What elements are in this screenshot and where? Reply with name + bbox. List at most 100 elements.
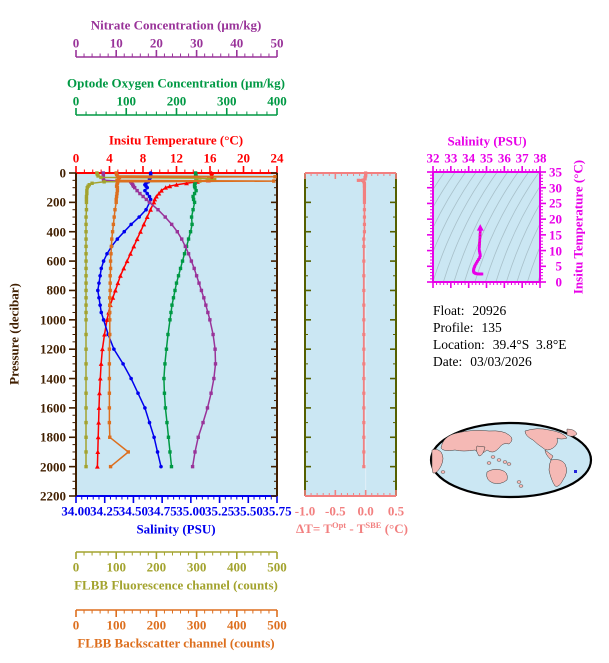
tick-label: 37 — [515, 150, 529, 166]
tick-label: 100 — [106, 617, 126, 633]
tick-label: 34.00 — [61, 503, 91, 519]
tick-label: 24 — [270, 150, 284, 166]
tick-label: 200 — [166, 93, 187, 109]
oxygen-axis — [75, 108, 278, 116]
tick-label: 35 — [549, 164, 562, 180]
tick-label: 400 — [267, 93, 287, 109]
tick-label: 0 — [555, 274, 563, 290]
tick-label: 30 — [190, 35, 204, 51]
fluorescence-axis — [75, 551, 278, 559]
delta-t-sup-sbe: SBE — [365, 519, 382, 530]
tick-label: 0 — [72, 93, 80, 109]
island — [502, 460, 508, 464]
date-value: 03/03/2026 — [470, 354, 532, 369]
delta-t-series — [356, 171, 368, 469]
tick-label: 500 — [267, 617, 287, 633]
nitrate-profile — [101, 171, 218, 469]
delta-t-axis — [304, 172, 397, 497]
tick-label: 12 — [170, 150, 183, 166]
tick-label: 8 — [139, 150, 147, 166]
delta-t-axis-title: ΔT= TOpt - TSBE (°C) — [296, 519, 408, 537]
tick-label: 16 — [203, 150, 217, 166]
salinity-axis — [75, 495, 278, 503]
location-value: 39.4°S 3.8°E — [492, 337, 567, 352]
tick-label: 1000 — [40, 312, 66, 328]
tick-label: 32 — [426, 150, 440, 166]
tick-label: 400 — [46, 224, 67, 240]
backscatter-axis — [75, 609, 278, 617]
delta-t-pressure-borders — [304, 172, 397, 497]
tick-label: 1400 — [40, 371, 66, 387]
pressure-axis-title: Pressure (decibar) — [6, 283, 22, 385]
profile-value: 135 — [481, 320, 502, 335]
island — [490, 455, 496, 459]
island — [516, 480, 522, 484]
tick-label: 20 — [237, 150, 250, 166]
tick-label: 4 — [106, 150, 113, 166]
tick-label: 100 — [106, 559, 126, 575]
tick-label: 200 — [146, 617, 167, 633]
tick-label: 0.0 — [357, 503, 374, 519]
temperature-axis-title: Insitu Temperature (°C) — [108, 132, 244, 148]
ts-salinity-axis-title: Salinity (PSU) — [447, 133, 527, 149]
landmass — [440, 430, 513, 454]
nitrate-axis — [75, 50, 278, 58]
tick-label: 5 — [555, 258, 563, 274]
tick-label: 35.75 — [262, 503, 292, 519]
tick-label: 35.00 — [176, 503, 206, 519]
ts-axes — [427, 166, 546, 288]
delta-t-sup-opt: Opt — [331, 519, 347, 530]
backscatter-profile — [107, 171, 277, 469]
island — [506, 462, 512, 466]
tick-label: 34 — [462, 150, 476, 166]
tick-label: 30 — [549, 180, 562, 196]
island — [440, 470, 446, 474]
ts-plot-area — [433, 172, 540, 282]
tick-label: 300 — [186, 559, 207, 575]
oxygen-axis-title: Optode Oxygen Concentration (μm/kg) — [67, 75, 285, 91]
pressure-axis — [69, 172, 278, 497]
tick-label: 25 — [549, 195, 562, 211]
tick-label: 1600 — [40, 400, 66, 416]
temperature-axis — [75, 166, 278, 174]
ts-curve — [472, 224, 484, 276]
float-info-block: Float: 20926 Profile: 135 Location: 39.4°S … — [433, 302, 567, 370]
date-label: Date: — [433, 354, 463, 369]
tick-label: 0 — [59, 165, 67, 181]
date-line: Date: 03/03/2026 — [433, 353, 567, 370]
tick-label: 0 — [72, 150, 80, 166]
fluorescence-axis-title: FLBB Fluorescence channel (counts) — [74, 577, 278, 593]
tick-label: 0.5 — [387, 503, 405, 519]
tick-label: 50 — [270, 35, 284, 51]
pacific-centered-world-map — [429, 421, 593, 499]
tick-label: 100 — [116, 93, 137, 109]
landmass — [524, 428, 568, 451]
island — [518, 484, 524, 488]
tick-label: 10 — [549, 243, 562, 259]
tick-label: 33 — [444, 150, 458, 166]
tick-label: 10 — [109, 35, 123, 51]
density-contours — [433, 172, 540, 282]
tick-label: 36 — [497, 150, 511, 166]
profile-label: Profile: — [433, 320, 474, 335]
delta-t-title-part: - T — [346, 521, 366, 537]
tick-label: 400 — [227, 559, 247, 575]
tick-label: 34.75 — [147, 503, 177, 519]
tick-label: 0 — [72, 35, 80, 51]
ts-direction-arrow — [476, 224, 484, 231]
landmass — [486, 469, 508, 484]
temperature-profile — [94, 170, 215, 469]
tick-label: 38 — [533, 150, 547, 166]
tick-label: 35 — [480, 150, 493, 166]
float-location-marker — [574, 470, 577, 473]
tick-label: 600 — [46, 253, 67, 269]
tick-label: 300 — [217, 93, 237, 109]
tick-label: 0 — [72, 559, 80, 575]
tick-label: 300 — [186, 617, 207, 633]
salinity-axis-title: Salinity (PSU) — [136, 521, 216, 537]
tick-label: -1.0 — [294, 503, 316, 519]
tick-label: 40 — [230, 35, 244, 51]
tick-label: 34.25 — [90, 503, 120, 519]
